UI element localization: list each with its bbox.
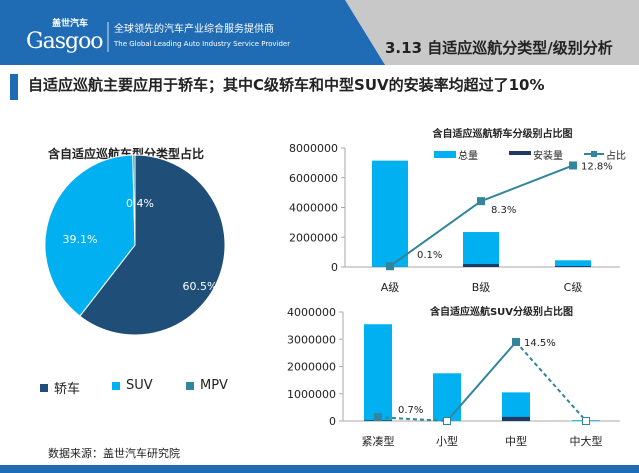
bar-total bbox=[372, 160, 408, 267]
x-tick-label: B级 bbox=[472, 281, 491, 294]
pie-label: 39.1% bbox=[63, 233, 98, 246]
pie-slice bbox=[79, 154, 226, 336]
data-label: 14.5% bbox=[524, 338, 556, 349]
pie-title: 含自适应巡航车型分类型占比 bbox=[48, 147, 205, 161]
y-tick-label: 1000000 bbox=[287, 388, 336, 401]
y-tick-label: 2000000 bbox=[289, 231, 338, 244]
tagline-en: The Global Leading Auto Industry Service… bbox=[114, 40, 291, 48]
logo: Gasgoo bbox=[26, 29, 104, 54]
bar-total bbox=[364, 324, 392, 421]
ratio-marker bbox=[386, 262, 394, 271]
ratio-line bbox=[389, 200, 482, 268]
legend-swatch bbox=[434, 151, 456, 158]
data-label: 0.7% bbox=[398, 405, 423, 416]
legend-label: 轿车 bbox=[54, 382, 81, 397]
y-tick-label: 4000000 bbox=[289, 202, 338, 215]
chart-title: 含自适应巡航SUV分级别占比图 bbox=[430, 305, 573, 318]
y-tick-label: 2000000 bbox=[287, 361, 336, 374]
bar-installed bbox=[555, 266, 591, 267]
x-tick-label: 小型 bbox=[436, 434, 458, 448]
ratio-line bbox=[377, 416, 448, 422]
data-label: 8.3% bbox=[491, 205, 516, 216]
legend-swatch bbox=[40, 383, 48, 392]
legend-label: 安装量 bbox=[533, 149, 563, 162]
ratio-marker bbox=[477, 197, 485, 206]
y-tick-label: 8000000 bbox=[289, 142, 338, 155]
footer-bar bbox=[0, 465, 639, 473]
y-tick-label: 0 bbox=[331, 261, 338, 274]
x-tick-label: 中大型 bbox=[570, 434, 603, 448]
ratio-marker bbox=[374, 413, 382, 422]
y-tick-label: 3000000 bbox=[287, 333, 336, 346]
legend-suv: SUV bbox=[112, 378, 153, 393]
legend-marker bbox=[591, 151, 597, 157]
bar-installed bbox=[502, 416, 530, 421]
legend-swatch bbox=[112, 381, 120, 390]
ratio-line bbox=[446, 341, 517, 422]
chart-title: 含自适应巡航轿车分级别占比图 bbox=[433, 127, 573, 140]
legend-swatch bbox=[186, 381, 194, 390]
legend-label: MPV bbox=[200, 378, 228, 393]
pie-slice bbox=[44, 154, 136, 317]
x-tick-label: C级 bbox=[564, 281, 583, 294]
data-label: 0.1% bbox=[417, 250, 442, 261]
bar-installed bbox=[463, 264, 499, 267]
tagline-cn: 全球领先的汽车产业综合服务提供商 bbox=[114, 24, 274, 35]
x-tick-label: 中型 bbox=[505, 434, 527, 448]
x-tick-label: A级 bbox=[381, 281, 400, 294]
y-tick-label: 0 bbox=[329, 415, 336, 428]
ratio-line bbox=[515, 341, 587, 422]
x-tick-label: 紧凑型 bbox=[362, 434, 395, 448]
data-source: 数据来源：盖世汽车研究院 bbox=[48, 447, 180, 460]
subtitle-marker bbox=[10, 74, 18, 100]
ratio-marker bbox=[569, 161, 577, 170]
bar-total bbox=[463, 232, 499, 267]
pie-label: 60.5% bbox=[183, 280, 218, 293]
legend-label: SUV bbox=[126, 378, 153, 393]
y-tick-label: 6000000 bbox=[289, 172, 338, 185]
legend-label: 占比 bbox=[606, 149, 626, 162]
bar-total bbox=[555, 260, 591, 267]
pie-slice bbox=[132, 154, 136, 246]
section-title: 3.13 自适应巡航分类型/级别分析 bbox=[385, 39, 613, 57]
y-tick-label: 4000000 bbox=[287, 306, 336, 319]
legend-sedan: 轿车 bbox=[40, 378, 80, 397]
bar-total bbox=[433, 373, 461, 421]
ratio-marker bbox=[443, 417, 451, 425]
logo-cn: 盖世汽车 bbox=[52, 19, 89, 29]
header-banner bbox=[0, 0, 639, 65]
legend-label: 总量 bbox=[458, 149, 478, 162]
subtitle: 自适应巡航主要应用于轿车；其中C级轿车和中型SUV的安装率均超过了10% bbox=[28, 76, 545, 94]
legend-mpv: MPV bbox=[186, 378, 228, 393]
legend-swatch bbox=[509, 151, 531, 155]
ratio-marker bbox=[582, 417, 590, 425]
bar-total bbox=[502, 392, 530, 421]
ratio-marker bbox=[512, 337, 520, 346]
ratio-line bbox=[480, 164, 574, 203]
pie-label: 0.4% bbox=[126, 197, 154, 210]
data-label: 12.8% bbox=[581, 161, 613, 172]
